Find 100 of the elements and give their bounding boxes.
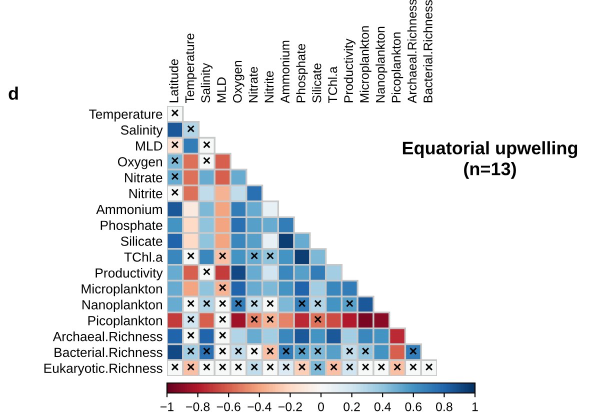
y-tick-label: Nitrite [129, 188, 162, 198]
color-bar-label: −0.8 [186, 402, 210, 412]
x-tick-label: Nanoplankton [376, 26, 388, 102]
x-tick-label: Phosphate [296, 44, 308, 102]
data-label: × [219, 316, 226, 323]
data-label: × [266, 252, 274, 260]
y-tick-label: Nanoplankton [82, 300, 162, 312]
data-label: × [235, 300, 242, 307]
data-label: × [362, 364, 369, 371]
x-tick-label: Silicate [312, 63, 322, 103]
data-label: × [203, 300, 210, 307]
data-label: × [187, 300, 194, 307]
data-label: × [203, 268, 210, 276]
data-label: × [314, 300, 322, 307]
data-label: × [171, 364, 178, 371]
data-label: × [203, 348, 210, 355]
data-label: × [187, 125, 194, 132]
data-label: × [410, 348, 417, 355]
data-label: × [346, 364, 354, 371]
data-label: × [266, 348, 274, 355]
color-bar-label: 0.8 [436, 402, 452, 412]
data-label: × [171, 109, 178, 116]
data-label: × [250, 316, 258, 323]
data-label: × [330, 364, 338, 371]
data-label: × [235, 348, 242, 355]
y-tick-label: Temperature [89, 110, 162, 122]
data-label: × [187, 316, 194, 323]
data-label: × [219, 284, 226, 292]
y-tick-label: Salinity [120, 125, 163, 138]
data-label: × [203, 157, 210, 164]
data-label: × [394, 364, 401, 371]
color-bar-label: −0.6 [216, 402, 240, 412]
data-label: × [298, 300, 306, 307]
data-label: × [282, 364, 290, 371]
data-label: × [314, 348, 322, 355]
data-label: × [298, 364, 306, 371]
data-label: × [266, 364, 274, 371]
x-tick-label: TChl.a [328, 66, 338, 103]
x-tick-label: Nitrite [264, 71, 274, 102]
data-label: × [187, 332, 194, 339]
data-label: × [203, 364, 210, 371]
x-tick-label: Microplankton [360, 26, 372, 102]
data-label: × [187, 364, 194, 371]
data-label: × [314, 316, 322, 323]
data-label: × [187, 348, 194, 355]
y-tick-label: Picoplankton [88, 316, 162, 328]
data-label: × [219, 300, 226, 307]
data-label: × [171, 157, 178, 164]
color-bar-label: 0.4 [374, 402, 391, 412]
x-tick-label: Nitrate [248, 66, 258, 102]
data-label: × [171, 188, 178, 196]
data-label: × [219, 332, 226, 339]
data-label: × [250, 252, 258, 260]
color-bar-label: 1 [472, 402, 478, 412]
y-tick-label: Bacterial.Richness [54, 347, 162, 358]
data-label: × [250, 300, 258, 307]
data-label: × [219, 252, 226, 260]
x-tick-label: Picoplankton [391, 32, 404, 102]
data-label: × [410, 364, 417, 371]
data-label: × [266, 316, 274, 323]
color-bar-label: −0.2 [278, 402, 302, 412]
text: d [8, 86, 18, 100]
data-label: × [250, 364, 258, 371]
data-label: × [346, 348, 354, 355]
text: Equatorial upwelling (n=13) [402, 141, 578, 179]
data-label: × [219, 348, 226, 355]
data-label: × [171, 141, 178, 148]
data-label: × [171, 172, 178, 180]
color-bar-label: 0.2 [344, 402, 360, 412]
color-bar-label: −0.4 [248, 402, 272, 412]
y-tick-label: Archaeal.Richness [52, 332, 162, 342]
x-tick-label: Oxygen [232, 60, 244, 103]
color-bar-label: −1 [160, 402, 174, 412]
x-tick-label: Bacterial.Richness [423, 0, 432, 102]
y-tick-label: Nitrate [125, 172, 162, 182]
x-tick-label: Latitude [169, 59, 178, 102]
y-tick-label: Phosphate [100, 220, 162, 233]
data-label: × [266, 300, 274, 307]
data-label: × [362, 348, 369, 355]
x-tick-label: Productivity [344, 38, 356, 102]
y-tick-label: Oxygen [118, 157, 162, 170]
x-tick-label: Salinity [200, 62, 213, 103]
data-label: × [203, 141, 210, 148]
data-label: × [235, 364, 242, 371]
y-tick-label: Productivity [96, 268, 163, 280]
y-tick-label: Ammonium [96, 204, 162, 214]
y-tick-label: Microplankton [82, 284, 162, 296]
x-tick-label: Ammonium [280, 40, 290, 104]
data-label: × [346, 300, 354, 307]
x-tick-label: MLD [217, 77, 226, 102]
color-bar-label: 0 [318, 402, 324, 412]
data-label: × [314, 364, 322, 371]
y-tick-label: TChl.a [124, 252, 163, 262]
y-tick-label: MLD [136, 141, 162, 150]
data-label: × [378, 364, 385, 371]
y-tick-label: Eukaryotic.Richness [44, 363, 162, 376]
data-label: × [298, 348, 306, 355]
data-label: × [187, 252, 194, 260]
data-label: × [250, 348, 258, 355]
data-label: × [426, 364, 433, 371]
